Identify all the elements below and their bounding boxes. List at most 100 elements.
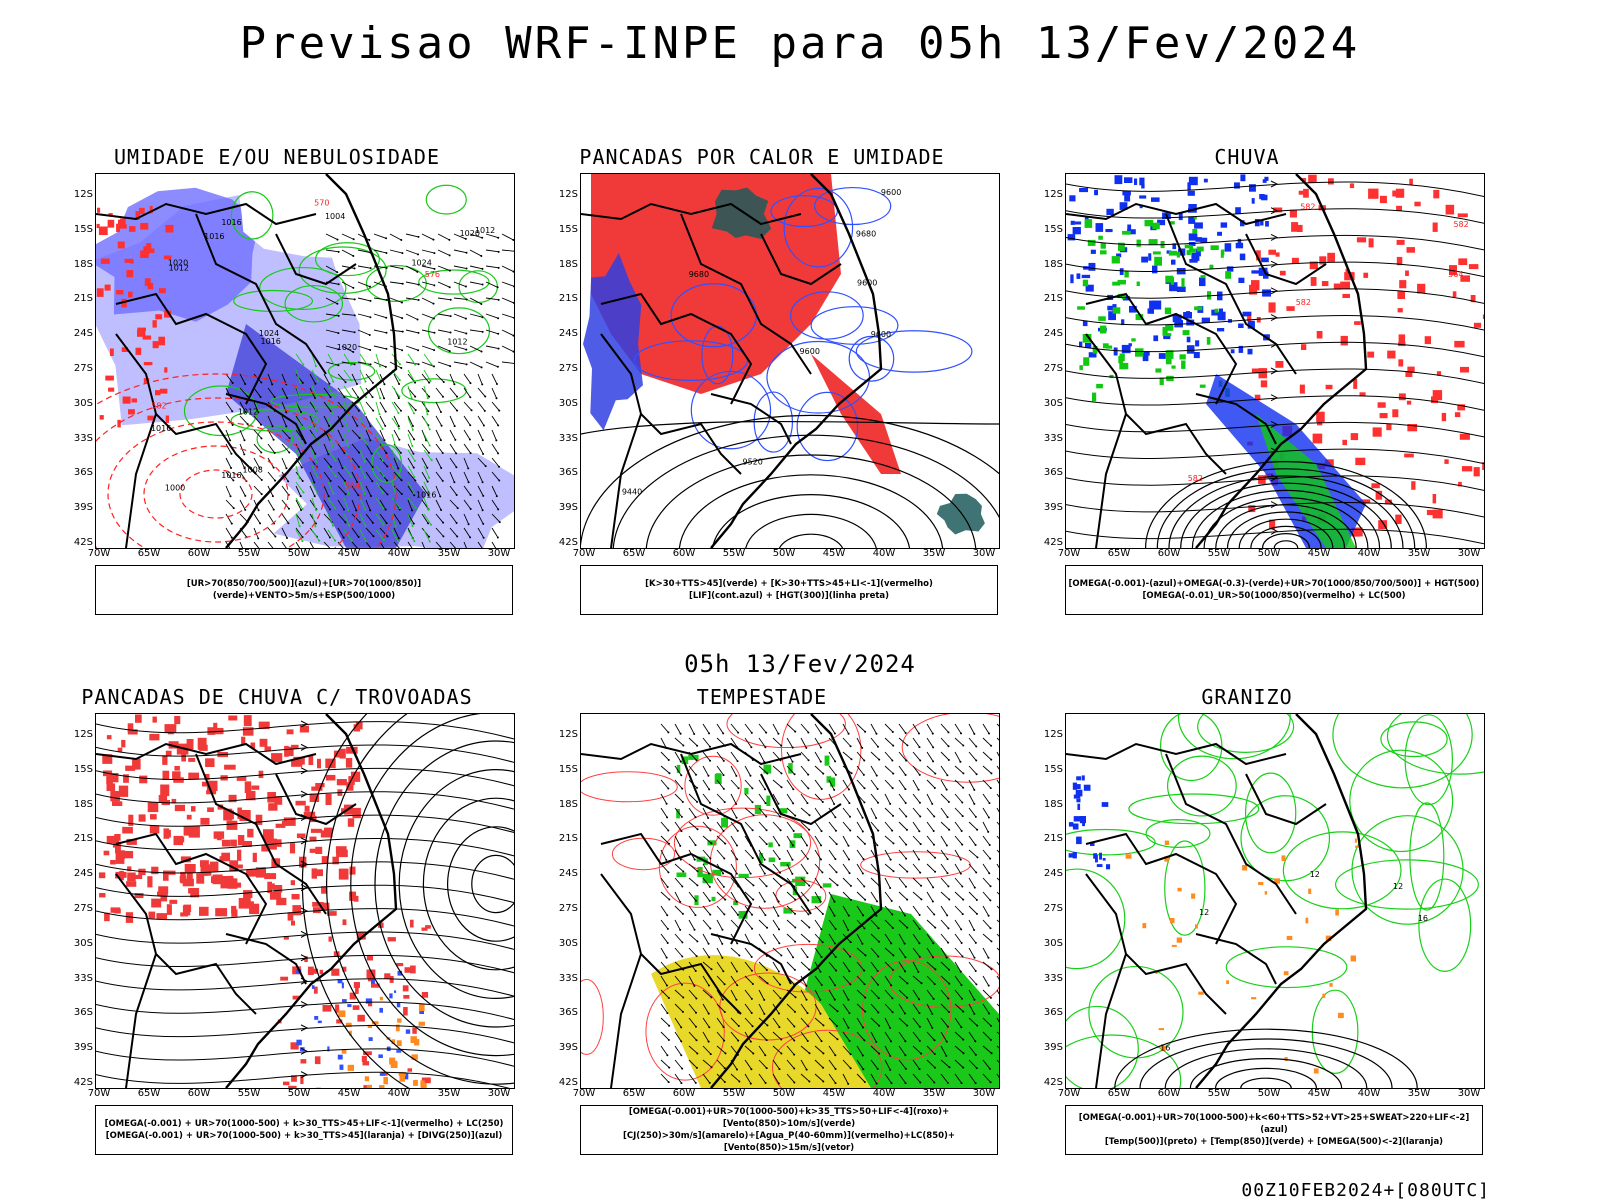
contour-label: 1016 [204, 232, 224, 241]
latitude-tick-label: 36S [1027, 1007, 1063, 1018]
latitude-tick-label: 24S [542, 868, 578, 879]
latitude-tick-label: 30S [542, 398, 578, 409]
latitude-tick-label: 21S [1027, 833, 1063, 844]
latitude-tick-label: 42S [1027, 537, 1063, 548]
contour-label: 582 [151, 401, 166, 410]
panel-title: TEMPESTADE [542, 685, 982, 709]
latitude-tick-label: 15S [57, 764, 93, 775]
contour-label: 1012 [475, 226, 495, 235]
longitude-tick-label: 60W [673, 548, 696, 559]
latitude-tick-label: 39S [57, 502, 93, 513]
longitude-tick-label: 40W [388, 1088, 411, 1099]
latitude-tick-label: 30S [57, 938, 93, 949]
latitude-tick-label: 21S [542, 833, 578, 844]
main-title: Previsao WRF-INPE para 05h 13/Fev/2024 [0, 18, 1600, 69]
longitude-tick-label: 40W [1358, 1088, 1381, 1099]
latitude-tick-label: 18S [542, 799, 578, 810]
longitude-tick-label: 45W [338, 548, 361, 559]
longitude-tick-label: 50W [288, 548, 311, 559]
latitude-tick-label: 24S [1027, 868, 1063, 879]
longitude-tick-label: 30W [488, 1088, 511, 1099]
longitude-tick-label: 50W [288, 1088, 311, 1099]
weather-map [580, 713, 1000, 1089]
latitude-tick-label: 30S [1027, 938, 1063, 949]
longitude-tick-label: 70W [88, 548, 111, 559]
latitude-tick-label: 36S [57, 467, 93, 478]
contour-label: 582 [1300, 202, 1315, 211]
latitude-tick-label: 24S [57, 868, 93, 879]
contour-label: 16 [1160, 1044, 1170, 1053]
longitude-tick-label: 65W [623, 1088, 646, 1099]
longitude-tick-label: 55W [723, 1088, 746, 1099]
longitude-tick-label: 30W [1458, 1088, 1481, 1099]
panel-title: PANCADAS DE CHUVA C/ TROVOADAS [57, 685, 497, 709]
longitude-tick-label: 40W [388, 548, 411, 559]
longitude-tick-label: 40W [1358, 548, 1381, 559]
longitude-tick-label: 45W [1308, 548, 1331, 559]
latitude-tick-label: 42S [542, 1077, 578, 1088]
contour-label: 564 [1448, 270, 1463, 279]
latitude-tick-label: 36S [1027, 467, 1063, 478]
contour-label: 564 [345, 482, 360, 491]
contour-label: 9520 [743, 458, 763, 467]
longitude-tick-label: 35W [438, 1088, 461, 1099]
legend-line: [OMEGA(-0.001) + UR>70(1000-500) + k>30_… [106, 1130, 502, 1142]
legend-line: [CJ(250)>30m/s](amarelo)+[Agua_P(40-60mm… [581, 1130, 997, 1154]
longitude-tick-label: 45W [823, 1088, 846, 1099]
panel-legend: [UR>70(850/700/500)](azul)+[UR>70(1000/8… [95, 565, 513, 615]
panel-title: UMIDADE E/OU NEBULOSIDADE [57, 145, 497, 169]
latitude-tick-label: 39S [542, 502, 578, 513]
latitude-tick-label: 12S [1027, 189, 1063, 200]
latitude-tick-label: 33S [542, 433, 578, 444]
map-graphic [96, 714, 514, 1088]
longitude-tick-label: 45W [1308, 1088, 1331, 1099]
latitude-tick-label: 15S [542, 224, 578, 235]
longitude-tick-label: 30W [973, 1088, 996, 1099]
longitude-tick-label: 45W [338, 1088, 361, 1099]
contour-label: 1020 [337, 343, 357, 352]
contour-label: 576 [425, 270, 440, 279]
longitude-tick-label: 70W [1058, 1088, 1081, 1099]
latitude-tick-label: 36S [542, 1007, 578, 1018]
legend-line: [OMEGA(-0.001)+UR>70(1000-500)+k<60+TTS>… [1066, 1112, 1482, 1136]
latitude-tick-label: 12S [542, 189, 578, 200]
latitude-tick-label: 18S [1027, 259, 1063, 270]
latitude-tick-label: 21S [1027, 293, 1063, 304]
latitude-tick-label: 33S [542, 973, 578, 984]
longitude-tick-label: 35W [923, 1088, 946, 1099]
longitude-tick-label: 35W [923, 548, 946, 559]
longitude-tick-label: 40W [873, 548, 896, 559]
latitude-tick-label: 21S [57, 833, 93, 844]
contour-label: 1016 [221, 218, 241, 227]
latitude-tick-label: 39S [542, 1042, 578, 1053]
latitude-tick-label: 27S [57, 363, 93, 374]
latitude-tick-label: 30S [542, 938, 578, 949]
longitude-tick-label: 30W [1458, 548, 1481, 559]
latitude-tick-label: 30S [57, 398, 93, 409]
latitude-tick-label: 21S [57, 293, 93, 304]
longitude-tick-label: 50W [773, 548, 796, 559]
contour-label: 9600 [800, 347, 820, 356]
latitude-tick-label: 18S [1027, 799, 1063, 810]
longitude-tick-label: 65W [1108, 1088, 1131, 1099]
legend-line: [UR>70(850/700/500)](azul)+[UR>70(1000/8… [96, 578, 512, 602]
longitude-tick-label: 35W [1408, 1088, 1431, 1099]
contour-label: 1012 [238, 407, 258, 416]
contour-label: 12 [1310, 870, 1320, 879]
latitude-tick-label: 24S [1027, 328, 1063, 339]
legend-line: [LIF](cont.azul) + [HGT(300)](linha pret… [689, 590, 889, 602]
contour-label: 1016 [221, 471, 241, 480]
legend-line: [OMEGA(-0.001)-(azul)+OMEGA(-0.3)-(verde… [1069, 578, 1480, 590]
longitude-tick-label: 55W [238, 548, 261, 559]
legend-line: [Temp(500)](preto) + [Temp(850)](verde) … [1105, 1136, 1443, 1148]
contour-label: 9680 [689, 270, 709, 279]
latitude-tick-label: 15S [1027, 764, 1063, 775]
latitude-tick-label: 21S [542, 293, 578, 304]
longitude-tick-label: 35W [1408, 548, 1431, 559]
